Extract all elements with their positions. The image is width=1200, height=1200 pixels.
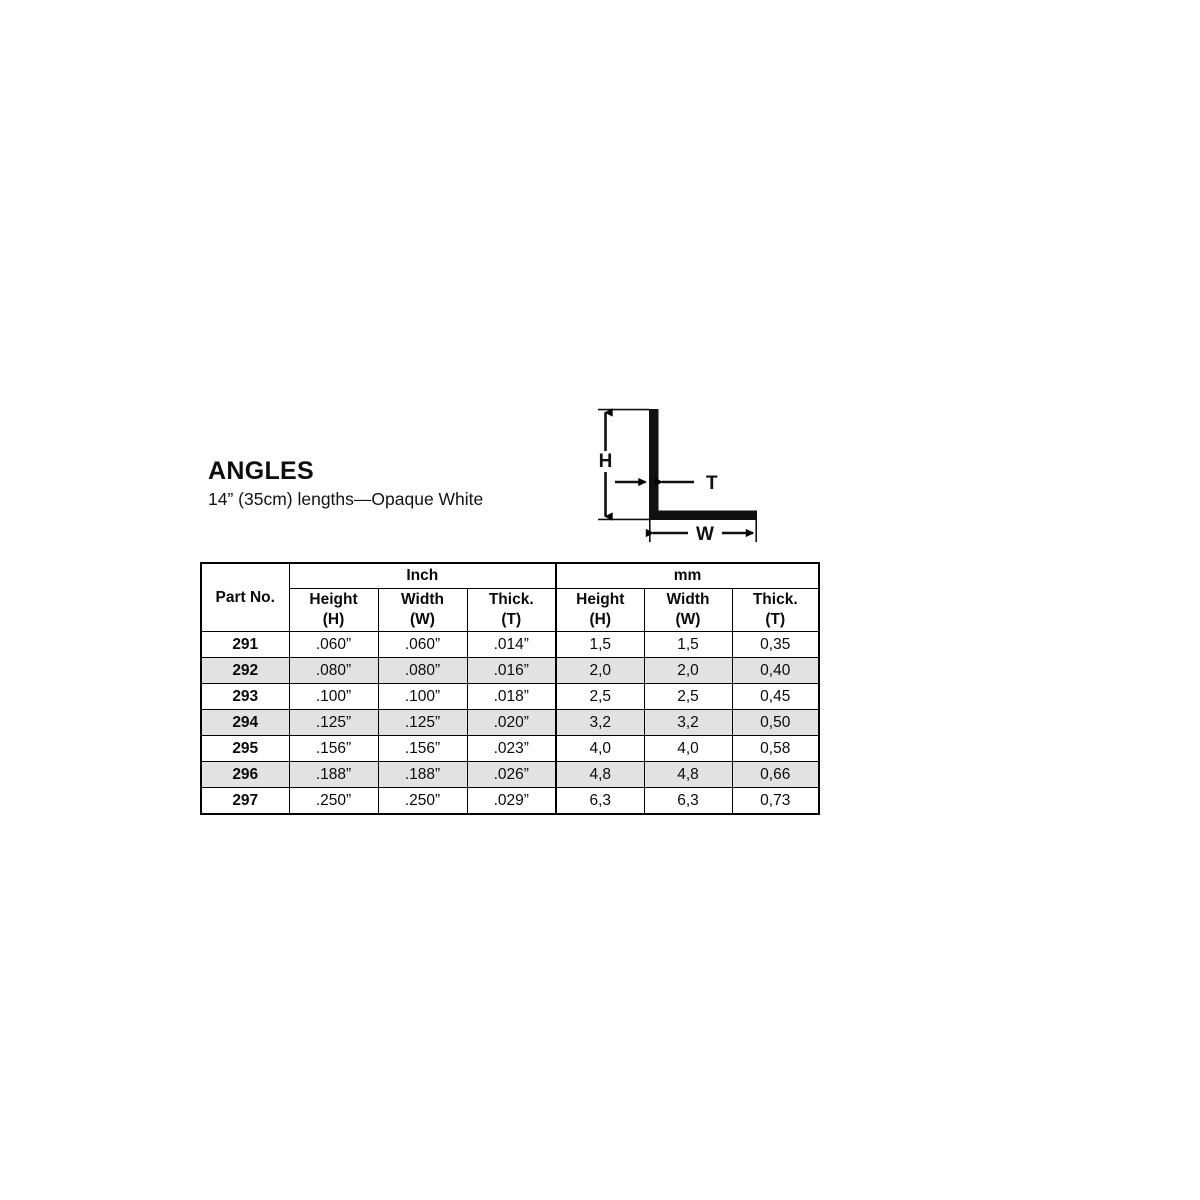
sub-head-line2: (H) xyxy=(589,611,612,628)
cell-part-no: 296 xyxy=(200,761,290,788)
cell-part-no: 294 xyxy=(200,709,290,736)
sub-head-line2: (T) xyxy=(501,611,522,628)
cell-mm-height: 4,0 xyxy=(555,735,645,762)
cell-mm-thickness: 0,66 xyxy=(731,761,820,788)
column-group-header-inch: Inch xyxy=(288,562,557,589)
cell-part-no: 292 xyxy=(200,657,290,684)
cell-inch-thickness: .023” xyxy=(466,735,557,762)
sub-head-line2: (W) xyxy=(675,611,701,628)
cell-inch-thickness: .029” xyxy=(466,787,557,815)
title-block: ANGLES 14” (35cm) lengths—Opaque White xyxy=(208,458,483,510)
cell-part-no: 293 xyxy=(200,683,290,710)
cell-inch-width: .188” xyxy=(377,761,468,788)
table-row: 292.080” .080” .016” 2,0 2,0 0,40 xyxy=(200,657,820,684)
cell-part-no: 295 xyxy=(200,735,290,762)
angle-profile-shape xyxy=(649,409,757,520)
cell-inch-height: .080” xyxy=(288,657,379,684)
product-subtitle: 14” (35cm) lengths—Opaque White xyxy=(208,489,484,509)
cell-mm-height: 2,5 xyxy=(555,683,645,710)
cell-inch-width: .156” xyxy=(377,735,468,762)
cell-inch-width: .125” xyxy=(377,709,468,736)
specification-table-container: Part No. Inch mm Height (H) Width (W) Th… xyxy=(200,562,820,815)
cell-inch-width: .250” xyxy=(377,787,468,815)
table-row: 294.125” .125” .020” 3,2 3,2 0,50 xyxy=(200,709,820,736)
column-header-mm-thickness: Thick. (T) xyxy=(731,588,820,632)
sub-head-line1: Height xyxy=(309,590,358,608)
table-header: Part No. Inch mm Height (H) Width (W) Th… xyxy=(200,562,820,632)
column-header-mm-width: Width (W) xyxy=(643,588,733,632)
cell-inch-thickness: .016” xyxy=(466,657,557,684)
cell-mm-height: 6,3 xyxy=(555,787,645,815)
table-body: 291.060” .060” .014” 1,5 1,5 0,35 292.080” .080… xyxy=(200,631,820,815)
cell-inch-height: .156” xyxy=(288,735,379,762)
cell-mm-width: 6,3 xyxy=(643,787,733,815)
cell-inch-width: .060” xyxy=(377,631,468,658)
cell-mm-thickness: 0,58 xyxy=(731,735,820,762)
table-row: 297.250” .250” .029” 6,3 6,3 0,73 xyxy=(200,787,820,815)
column-header-inch-thickness: Thick. (T) xyxy=(466,588,557,632)
cell-mm-width: 1,5 xyxy=(643,631,733,658)
sub-head-line2: (H) xyxy=(322,611,345,628)
column-header-mm-height: Height (H) xyxy=(555,588,645,632)
cell-mm-thickness: 0,50 xyxy=(731,709,820,736)
cell-mm-width: 2,0 xyxy=(643,657,733,684)
cell-inch-height: .125” xyxy=(288,709,379,736)
table-header-sub-row: Height (H) Width (W) Thick. (T) Height (… xyxy=(201,588,820,632)
cell-mm-thickness: 0,73 xyxy=(731,787,820,815)
cell-mm-thickness: 0,45 xyxy=(731,683,820,710)
table-row: 293.100” .100” .018” 2,5 2,5 0,45 xyxy=(200,683,820,710)
cell-mm-width: 4,8 xyxy=(643,761,733,788)
page-title: ANGLES xyxy=(208,457,314,485)
column-header-inch-width: Width (W) xyxy=(377,588,468,632)
column-header-part-no: Part No. xyxy=(200,562,290,632)
cell-mm-width: 2,5 xyxy=(643,683,733,710)
table-row: 295.156” .156” .023” 4,0 4,0 0,58 xyxy=(200,735,820,762)
cell-inch-thickness: .014” xyxy=(466,631,557,658)
cell-inch-width: .100” xyxy=(377,683,468,710)
cell-mm-width: 3,2 xyxy=(643,709,733,736)
cell-inch-height: .250” xyxy=(288,787,379,815)
cell-inch-thickness: .018” xyxy=(466,683,557,710)
t-label: T xyxy=(706,473,718,494)
angle-cross-section-diagram: H T W xyxy=(578,396,778,546)
cell-mm-width: 4,0 xyxy=(643,735,733,762)
cell-mm-height: 1,5 xyxy=(555,631,645,658)
column-group-header-mm: mm xyxy=(555,562,820,589)
cell-part-no: 297 xyxy=(200,787,290,815)
cell-inch-width: .080” xyxy=(377,657,468,684)
specification-table: Part No. Inch mm Height (H) Width (W) Th… xyxy=(200,562,820,815)
cell-inch-thickness: .020” xyxy=(466,709,557,736)
sub-head-line1: Width xyxy=(666,590,710,608)
table-row: 296.188” .188” .026” 4,8 4,8 0,66 xyxy=(200,761,820,788)
table-header-group-row: Part No. Inch mm xyxy=(200,562,820,632)
cell-inch-height: .100” xyxy=(288,683,379,710)
cell-mm-thickness: 0,35 xyxy=(731,631,820,658)
sub-head-line1: Thick. xyxy=(488,590,534,608)
cell-mm-height: 3,2 xyxy=(555,709,645,736)
sub-head-line1: Thick. xyxy=(752,590,798,608)
cell-mm-height: 4,8 xyxy=(555,761,645,788)
cell-inch-thickness: .026” xyxy=(466,761,557,788)
cell-mm-height: 2,0 xyxy=(555,657,645,684)
cell-inch-height: .060” xyxy=(288,631,379,658)
h-label: H xyxy=(599,451,613,472)
cell-mm-thickness: 0,40 xyxy=(731,657,820,684)
cell-part-no: 291 xyxy=(200,631,290,658)
sub-head-line1: Height xyxy=(576,590,625,608)
sub-head-line2: (T) xyxy=(765,611,786,628)
cell-inch-height: .188” xyxy=(288,761,379,788)
column-header-inch-height: Height (H) xyxy=(288,588,379,632)
w-label: W xyxy=(696,524,714,545)
sub-head-line1: Width xyxy=(401,590,444,608)
table-row: 291.060” .060” .014” 1,5 1,5 0,35 xyxy=(200,631,820,658)
sub-head-line2: (W) xyxy=(410,611,435,628)
